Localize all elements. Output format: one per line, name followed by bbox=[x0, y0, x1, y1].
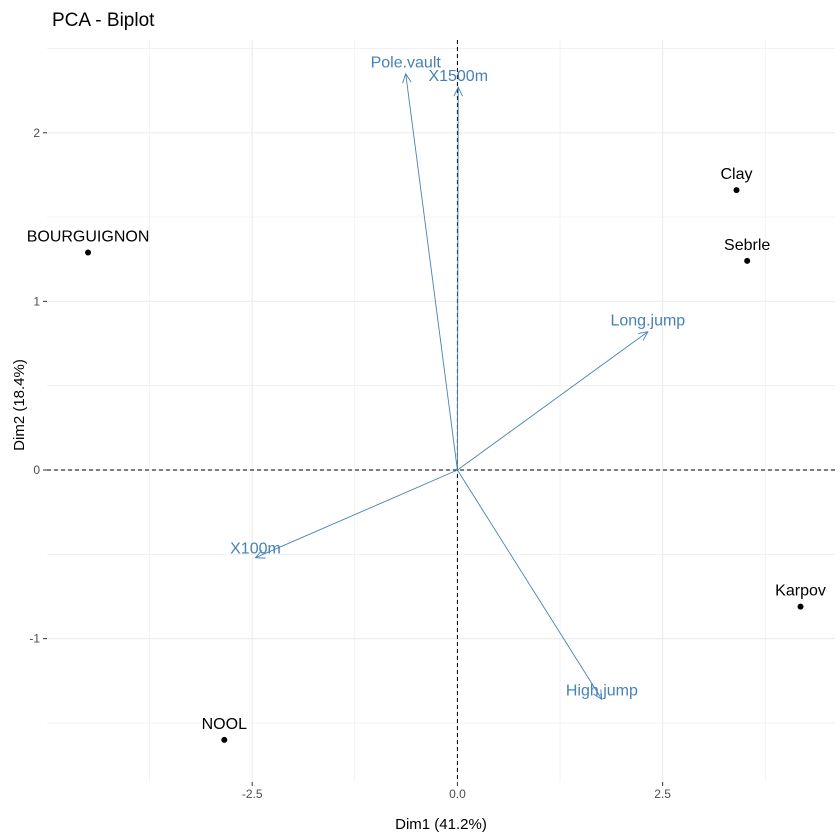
individual-nool: NOOL bbox=[202, 716, 247, 743]
variable-arrow-high-jump: High.jump bbox=[457, 469, 638, 701]
arrow-head bbox=[453, 86, 463, 97]
arrow-line bbox=[457, 469, 603, 700]
variable-label: High.jump bbox=[566, 682, 638, 699]
data-point bbox=[744, 257, 751, 264]
reference-lines bbox=[47, 40, 835, 782]
point-label: BOURGUIGNON bbox=[27, 228, 150, 245]
variable-arrow-pole-vault: Pole.vault bbox=[371, 55, 458, 471]
y-tick-label: -1 bbox=[29, 632, 40, 646]
arrow-head bbox=[402, 72, 412, 84]
y-tick-label: 0 bbox=[33, 463, 40, 477]
y-axis-title: Dim2 (18.4%) bbox=[11, 359, 28, 451]
variable-arrow-long-jump: Long.jump bbox=[457, 313, 685, 471]
arrow-line bbox=[405, 73, 458, 471]
grid-lines bbox=[47, 40, 835, 782]
data-point bbox=[85, 249, 92, 256]
point-label: Sebrle bbox=[724, 237, 770, 254]
arrow-line bbox=[456, 87, 459, 471]
data-point bbox=[797, 603, 804, 610]
individual-sebrle: Sebrle bbox=[724, 237, 770, 264]
arrow-head bbox=[637, 331, 649, 341]
variable-label: Pole.vault bbox=[371, 55, 442, 72]
x-tick-label: 2.5 bbox=[654, 787, 671, 801]
arrow-head bbox=[254, 549, 266, 559]
x-axis-title: Dim1 (41.2%) bbox=[395, 816, 487, 833]
arrow-head bbox=[593, 689, 603, 701]
x-tick-label: -2.5 bbox=[242, 787, 263, 801]
chart-title: PCA - Biplot bbox=[52, 10, 155, 31]
variable-arrow-x1500m: X1500m bbox=[428, 68, 488, 471]
variable-label: X1500m bbox=[428, 68, 488, 85]
arrow-line bbox=[457, 331, 649, 471]
individual-bourguignon: BOURGUIGNON bbox=[27, 228, 150, 256]
variable-label: X100m bbox=[230, 541, 281, 558]
variable-arrow-x100m: X100m bbox=[230, 469, 458, 559]
arrow-line bbox=[255, 469, 458, 559]
variable-label: Long.jump bbox=[610, 313, 685, 330]
data-point bbox=[221, 736, 228, 743]
individual-clay: Clay bbox=[720, 166, 753, 194]
individual-karpov: Karpov bbox=[775, 583, 826, 610]
point-label: NOOL bbox=[202, 716, 247, 733]
y-axis-ticks: -1 0 1 2 bbox=[29, 126, 47, 646]
x-tick-label: 0.0 bbox=[449, 787, 466, 801]
point-label: Karpov bbox=[775, 583, 826, 600]
data-point bbox=[733, 187, 740, 194]
y-tick-label: 1 bbox=[33, 294, 40, 308]
y-tick-label: 2 bbox=[33, 126, 40, 140]
point-label: Clay bbox=[720, 166, 752, 183]
x-axis-ticks: -2.5 0.0 2.5 bbox=[242, 782, 671, 801]
individual-points: BOURGUIGNON Clay Sebrle Karpov NOOL bbox=[27, 166, 826, 743]
